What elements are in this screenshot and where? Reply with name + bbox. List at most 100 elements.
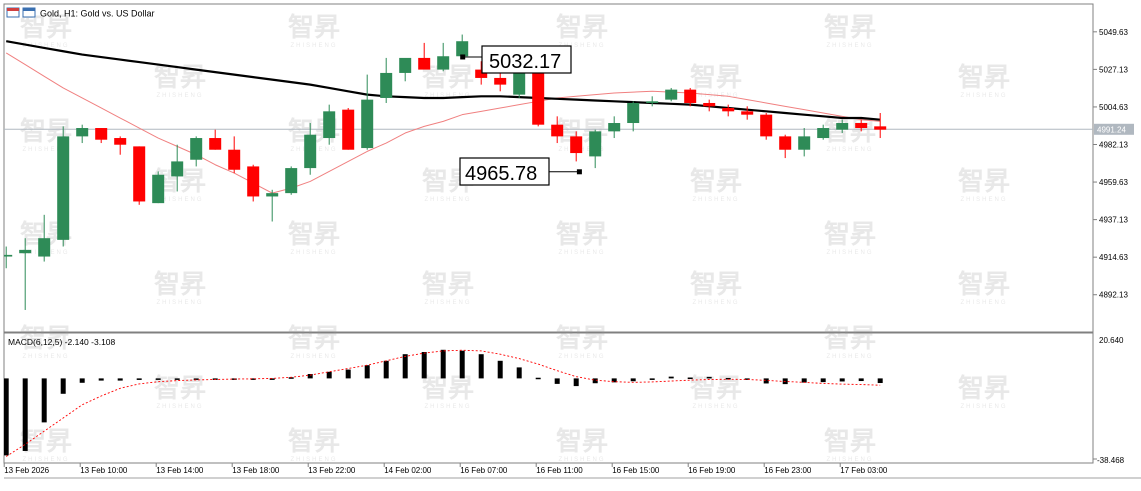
candle[interactable] xyxy=(608,116,621,139)
time-tick-label: 13 Feb 2026 xyxy=(4,466,49,475)
candle[interactable] xyxy=(456,34,469,58)
candle[interactable] xyxy=(247,164,260,202)
current-price-tag xyxy=(1094,123,1134,135)
candle[interactable] xyxy=(798,128,811,157)
candle[interactable] xyxy=(684,87,697,107)
chart-window-icon[interactable] xyxy=(6,7,36,18)
candle[interactable] xyxy=(874,112,887,139)
watermark-subtext: ZHISHENG xyxy=(826,43,873,49)
watermark-subtext: ZHISHENG xyxy=(156,93,203,99)
macd-bar xyxy=(592,378,598,384)
candle[interactable] xyxy=(703,99,716,112)
candle[interactable] xyxy=(114,136,127,155)
candle[interactable] xyxy=(38,214,51,262)
watermark-subtext: ZHISHENG xyxy=(558,457,605,463)
candle[interactable] xyxy=(209,129,222,150)
candle-body xyxy=(323,111,336,139)
macd-bar xyxy=(269,378,275,380)
candle[interactable] xyxy=(95,128,108,144)
watermark-subtext: ZHISHENG xyxy=(424,93,471,99)
macd-bar xyxy=(801,378,807,383)
candle-body xyxy=(266,193,279,197)
candle-body xyxy=(722,107,735,112)
candle[interactable] xyxy=(570,131,583,162)
macd-bar xyxy=(839,378,845,382)
price-annotations: 5032.17 4965.78 xyxy=(459,45,582,186)
candle[interactable] xyxy=(665,87,678,102)
watermark-text: 智昇 xyxy=(958,373,1010,403)
candle[interactable] xyxy=(494,71,507,92)
macd-bar xyxy=(136,378,142,380)
candle[interactable] xyxy=(551,116,564,144)
candle[interactable] xyxy=(627,101,640,132)
high-price-callout[interactable]: 5032.17 xyxy=(460,45,572,74)
candle[interactable] xyxy=(266,189,279,222)
watermark-subtext: ZHISHENG xyxy=(692,404,739,410)
candle[interactable] xyxy=(475,61,488,85)
candle[interactable] xyxy=(342,107,355,150)
candle[interactable] xyxy=(361,74,374,150)
candle[interactable] xyxy=(76,124,89,144)
watermark-subtext: ZHISHENG xyxy=(960,93,1007,99)
candle-body xyxy=(190,138,203,160)
candle-body xyxy=(608,123,621,132)
candle[interactable] xyxy=(836,119,849,134)
candle[interactable] xyxy=(418,42,431,70)
candle[interactable] xyxy=(304,123,317,175)
candle[interactable] xyxy=(171,144,184,192)
macd-bar xyxy=(725,377,731,380)
watermark-text: 智昇 xyxy=(958,62,1010,92)
candle[interactable] xyxy=(228,136,241,174)
watermark-subtext: ZHISHENG xyxy=(424,300,471,306)
watermark-text: 智昇 xyxy=(288,219,340,249)
time-tick-label: 14 Feb 02:00 xyxy=(384,466,432,475)
chart-header: Gold, H1: Gold vs. US Dollar xyxy=(6,7,155,19)
candle[interactable] xyxy=(741,106,754,120)
watermark-subtext: ZHISHENG xyxy=(290,250,337,256)
candle[interactable] xyxy=(190,136,203,167)
candle-body xyxy=(665,89,678,100)
macd-panel[interactable] xyxy=(3,332,1094,464)
watermark-subtext: ZHISHENG xyxy=(22,147,69,153)
candle[interactable] xyxy=(437,42,450,72)
candle-body xyxy=(171,161,184,177)
candle[interactable] xyxy=(399,57,412,82)
watermark-subtext: ZHISHENG xyxy=(826,147,873,153)
time-tick-label: 16 Feb 19:00 xyxy=(688,466,736,475)
candle[interactable] xyxy=(19,238,32,310)
candle[interactable] xyxy=(323,104,336,145)
candle[interactable] xyxy=(589,129,602,169)
candle[interactable] xyxy=(0,246,13,269)
candle[interactable] xyxy=(380,57,393,103)
candle[interactable] xyxy=(152,171,165,204)
candle[interactable] xyxy=(646,96,659,107)
candle[interactable] xyxy=(285,166,298,195)
candle[interactable] xyxy=(57,126,70,247)
fast-moving-average-line xyxy=(5,52,881,194)
time-tick-label: 17 Feb 03:00 xyxy=(840,466,888,475)
price-tick-label: 4914.63 xyxy=(1099,253,1128,262)
watermark-subtext: ZHISHENG xyxy=(826,354,873,360)
candle[interactable] xyxy=(779,134,792,159)
macd-bar xyxy=(630,378,636,382)
low-price-callout[interactable]: 4965.78 xyxy=(459,157,582,186)
candle[interactable] xyxy=(133,146,146,205)
macd-bar xyxy=(22,378,28,451)
candle[interactable] xyxy=(760,112,773,140)
macd-bar xyxy=(364,365,370,379)
watermark-text: 智昇 xyxy=(958,269,1010,299)
candle[interactable] xyxy=(855,119,868,132)
candle[interactable] xyxy=(722,104,735,117)
candle[interactable] xyxy=(817,124,830,140)
price-tick-label: 5049.63 xyxy=(1099,28,1128,37)
candle-body xyxy=(779,136,792,150)
